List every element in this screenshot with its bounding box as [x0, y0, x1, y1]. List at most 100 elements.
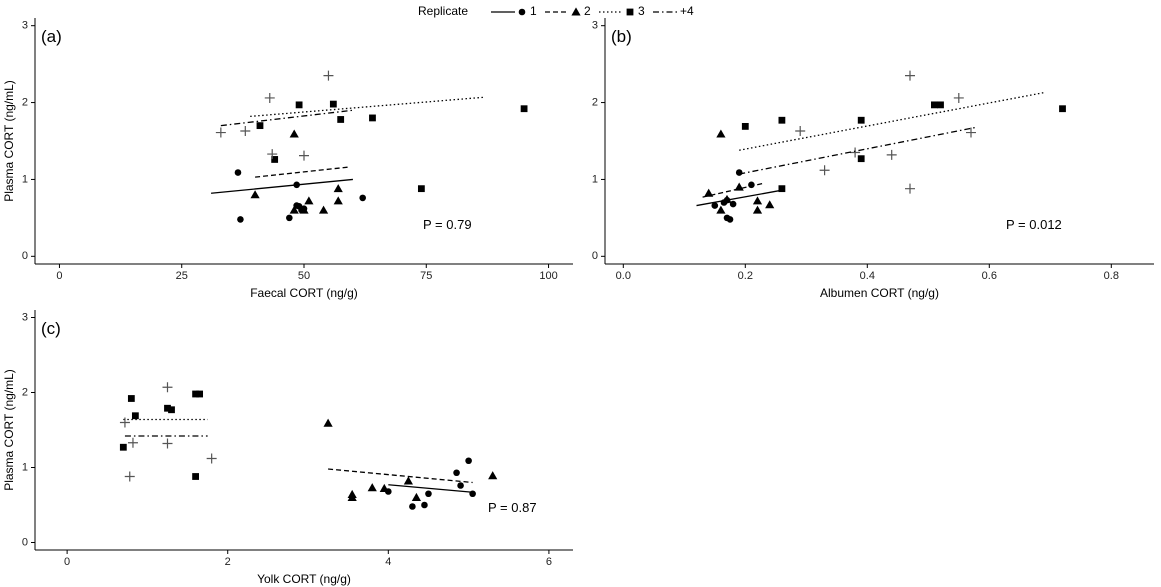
x-tick-label: 0.2 [738, 270, 753, 282]
series-1 [211, 169, 366, 223]
series-3 [250, 96, 528, 193]
x-tick-label: 6 [546, 556, 552, 568]
y-axis-title: Plasma CORT (ng/mL) [2, 80, 16, 202]
data-point [304, 196, 314, 205]
series-2 [250, 129, 349, 214]
y-tick-label: 3 [22, 311, 28, 323]
data-point [162, 438, 173, 449]
data-point [127, 437, 138, 448]
series-plus4 [215, 70, 353, 161]
data-point [323, 70, 334, 81]
series-3 [739, 91, 1066, 193]
data-point [741, 122, 749, 130]
data-point [333, 196, 343, 205]
data-point [124, 471, 135, 482]
series-2 [323, 418, 498, 501]
data-point [119, 443, 127, 451]
data-point [966, 127, 976, 138]
x-tick-label: 50 [298, 270, 310, 282]
data-point [520, 105, 528, 113]
panel-a: 0 25 50 75 100 0 1 2 3 Faecal CORT (ng/g) Plasma C… [2, 18, 573, 300]
data-point [886, 149, 897, 160]
data-point [716, 129, 726, 138]
panel-c: 0 2 4 6 0 1 2 3 Yolk CORT (ng/g) Plasma CORT (ng/… [2, 310, 573, 586]
data-point [379, 483, 389, 492]
data-point [127, 395, 135, 402]
panel-label: (c) [41, 319, 61, 338]
data-point [196, 390, 204, 398]
data-point [192, 473, 199, 480]
legend-label-2: 2 [584, 4, 591, 18]
legend-label-1: 1 [530, 4, 537, 18]
data-point [369, 114, 376, 122]
data-point [409, 503, 416, 510]
fit-line [328, 468, 473, 484]
p-value: P = 0.012 [1006, 217, 1062, 232]
legend-marker-2 [571, 7, 581, 16]
data-point [795, 126, 806, 137]
data-point [192, 390, 199, 398]
series-plus4 [119, 382, 217, 482]
y-tick-label: 3 [22, 20, 28, 32]
data-point [1059, 105, 1066, 113]
legend-label-3: 3 [638, 4, 645, 18]
x-tick-label: 4 [385, 556, 391, 568]
data-point [905, 70, 915, 81]
data-point [403, 476, 413, 485]
data-point [778, 185, 786, 193]
x-tick-label: 100 [539, 270, 557, 282]
data-point [367, 483, 377, 492]
series-2 [702, 129, 775, 214]
fit-line [388, 484, 473, 493]
series-1 [385, 457, 476, 510]
data-point [264, 92, 275, 103]
y-tick-label: 2 [22, 96, 28, 108]
data-point [131, 412, 139, 420]
x-tick-label: 75 [420, 270, 432, 282]
data-point [240, 126, 251, 137]
legend-marker-3 [626, 8, 634, 16]
data-point [857, 116, 865, 124]
data-point [819, 165, 830, 176]
y-tick-label: 2 [592, 96, 598, 108]
data-point [271, 156, 279, 163]
data-point [711, 202, 719, 209]
legend-title: Replicate [418, 4, 468, 18]
panel-b: 0.0 0.2 0.4 0.6 0.8 0 1 2 3 Albumen CORT (ng/g) (b… [592, 18, 1154, 300]
data-point [347, 489, 357, 498]
fit-line [220, 109, 353, 127]
data-point [465, 457, 472, 465]
y-tick-label: 3 [592, 20, 598, 32]
data-point [905, 183, 915, 194]
fit-line [250, 96, 486, 118]
x-tick-label: 0.0 [616, 270, 631, 282]
panel-label: (b) [611, 27, 632, 46]
data-point [453, 469, 460, 477]
legend: Replicate 1 2 3 +4 [418, 4, 694, 18]
y-tick-label: 0 [592, 250, 598, 262]
fit-line [702, 182, 764, 198]
fit-line [696, 189, 783, 207]
data-point [206, 453, 217, 464]
x-tick-label: 0.6 [982, 270, 997, 282]
fit-line [255, 166, 349, 178]
panel-label: (a) [41, 27, 62, 46]
data-point [752, 196, 763, 205]
x-tick-label: 0.4 [860, 270, 875, 282]
data-point [421, 501, 428, 509]
p-value: P = 0.79 [423, 217, 472, 232]
data-point [333, 184, 343, 193]
data-point [162, 382, 173, 393]
data-point [425, 490, 432, 498]
x-tick-label: 25 [176, 270, 188, 282]
data-point [250, 190, 260, 199]
data-point [722, 194, 732, 203]
data-point [237, 216, 244, 223]
data-point [931, 101, 938, 109]
x-axis-title: Albumen CORT (ng/g) [820, 286, 939, 300]
data-point [267, 149, 278, 160]
p-value: P = 0.87 [488, 500, 537, 515]
data-point [716, 205, 726, 214]
x-axis-title: Yolk CORT (ng/g) [257, 572, 351, 586]
